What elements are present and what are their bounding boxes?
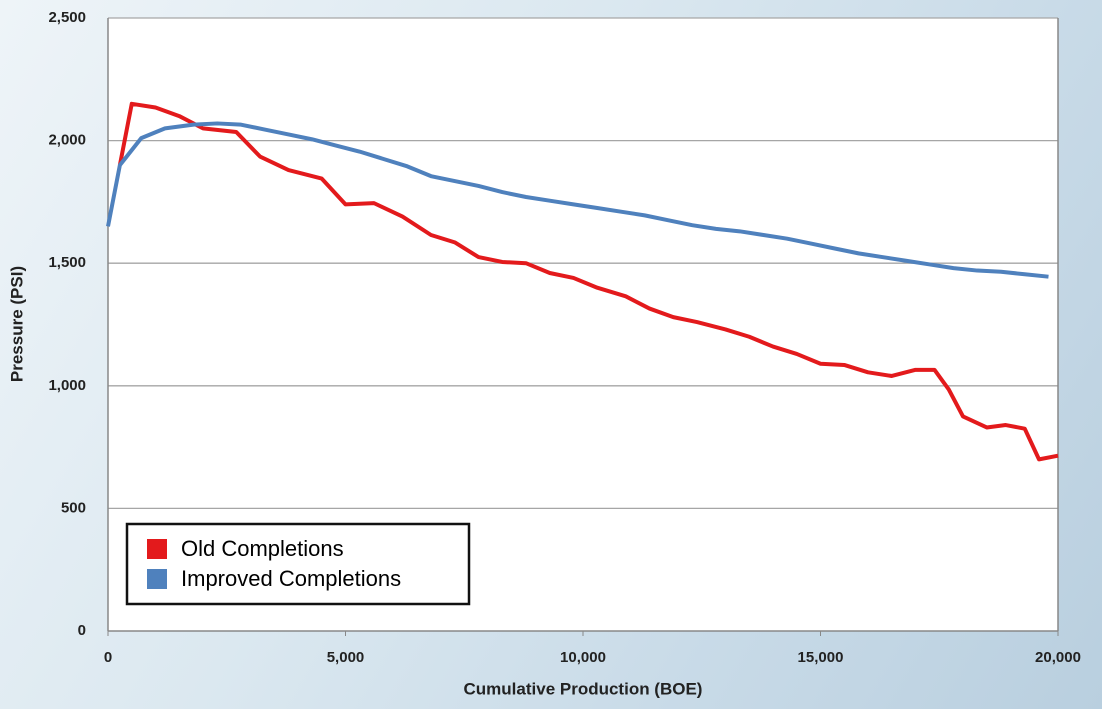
x-tick-label: 20,000 <box>1035 649 1081 666</box>
y-tick-label: 0 <box>78 622 86 639</box>
legend-label: Old Completions <box>181 536 344 561</box>
y-axis-title: Pressure (PSI) <box>7 266 26 382</box>
legend-swatch <box>147 539 167 559</box>
chart: Cumulative Production (BOE) Pressure (PS… <box>0 0 1102 709</box>
x-tick-label: 0 <box>104 649 112 666</box>
x-tick-label: 5,000 <box>327 649 365 666</box>
y-tick-label: 1,000 <box>48 377 86 394</box>
y-tick-label: 2,500 <box>48 9 86 26</box>
x-tick-label: 15,000 <box>798 649 844 666</box>
y-tick-label: 1,500 <box>48 254 86 271</box>
legend-swatch <box>147 569 167 589</box>
legend-label: Improved Completions <box>181 566 401 591</box>
x-axis-title: Cumulative Production (BOE) <box>464 679 703 698</box>
y-tick-label: 500 <box>61 499 86 516</box>
y-tick-label: 2,000 <box>48 132 86 149</box>
x-tick-label: 10,000 <box>560 649 606 666</box>
